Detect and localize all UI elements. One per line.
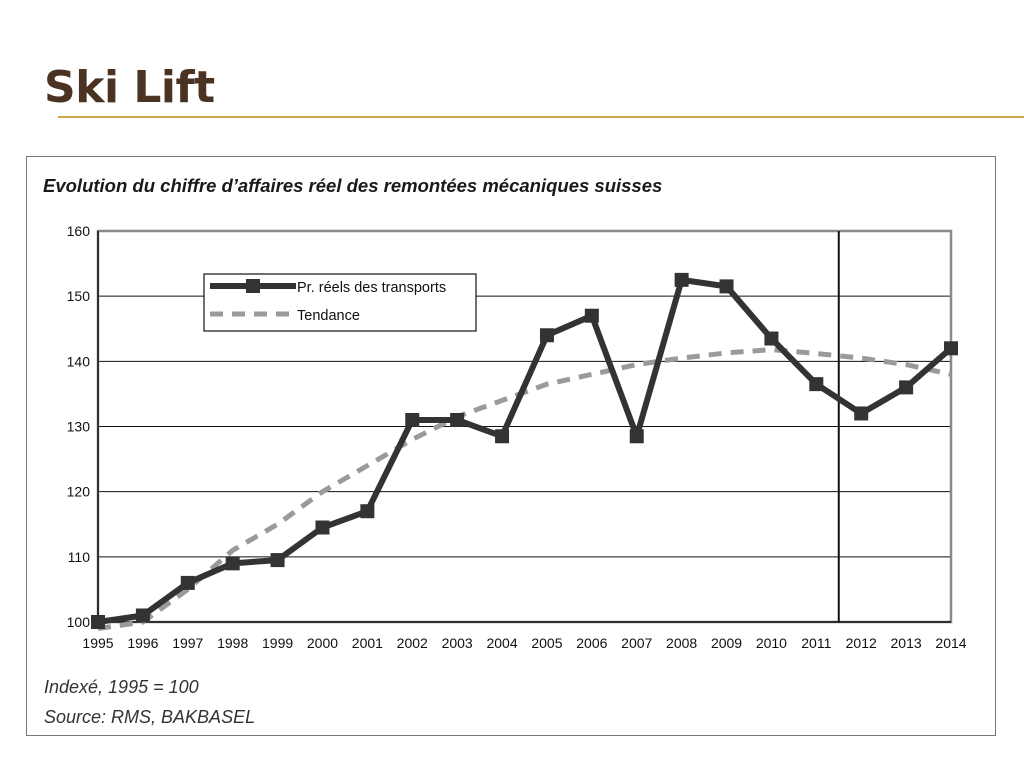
x-tick-label: 2001 (352, 635, 383, 651)
x-tick-label: 1998 (217, 635, 248, 651)
x-tick-label: 2013 (891, 635, 922, 651)
y-tick-label: 120 (67, 484, 91, 500)
series-line-transports (97, 276, 953, 625)
source-note: Source: RMS, BAKBASEL (44, 707, 256, 727)
x-tick-label: 2002 (397, 635, 428, 651)
data-point-transports (629, 429, 644, 444)
data-point-transports (495, 429, 510, 444)
data-point-transports (315, 520, 330, 535)
x-tick-label: 2005 (531, 635, 562, 651)
y-tick-label: 150 (67, 288, 91, 304)
chart-title: Evolution du chiffre d’affaires réel des… (43, 175, 663, 196)
data-point-transports (719, 279, 734, 294)
y-tick-label: 110 (68, 549, 91, 565)
y-tick-label: 100 (67, 614, 91, 630)
x-tick-label: 2012 (846, 635, 877, 651)
legend-marker-transports (246, 279, 260, 293)
chart-frame: Evolution du chiffre d’affaires réel des… (26, 156, 996, 736)
line-chart: 100 110 120 130 140 150 160 1995 1996 1997 1998 199… (67, 223, 967, 651)
data-point-transports (135, 608, 150, 623)
legend-label-transports: Pr. réels des transports (297, 280, 446, 296)
data-point-transports (360, 504, 375, 519)
slide-title: Ski Lift (44, 62, 215, 113)
data-point-transports (180, 575, 195, 590)
data-point-transports (539, 328, 554, 343)
data-point-transports (854, 406, 869, 421)
data-point-transports (450, 412, 465, 427)
data-point-transports (944, 341, 958, 356)
data-point-transports (809, 377, 824, 392)
x-tick-label: 2007 (621, 635, 652, 651)
title-divider (58, 116, 1024, 118)
x-tick-label: 2010 (756, 635, 787, 651)
x-tick-label: 1996 (127, 635, 158, 651)
legend-label-tendance: Tendance (297, 308, 360, 324)
data-point-transports (584, 308, 599, 323)
y-tick-label: 130 (67, 419, 91, 435)
x-tick-label: 2004 (486, 635, 517, 651)
x-tick-label: 2009 (711, 635, 742, 651)
y-tick-label: 160 (67, 223, 91, 239)
x-tick-label: 2003 (442, 635, 473, 651)
y-tick-label: 140 (67, 353, 91, 369)
x-tick-label: 1995 (82, 635, 113, 651)
data-point-transports (674, 272, 689, 287)
index-note: Indexé, 1995 = 100 (44, 677, 199, 697)
data-point-transports (764, 331, 779, 346)
x-tick-label: 1999 (262, 635, 293, 651)
x-tick-label: 2014 (935, 635, 966, 651)
data-point-transports (225, 556, 240, 571)
x-tick-label: 2006 (576, 635, 607, 651)
data-point-transports (270, 553, 285, 568)
data-point-transports (91, 615, 105, 629)
data-point-transports (899, 380, 914, 395)
x-tick-label: 2008 (666, 635, 697, 651)
x-tick-label: 2000 (307, 635, 338, 651)
x-tick-label: 2011 (801, 635, 831, 651)
x-tick-label: 1997 (172, 635, 203, 651)
data-point-transports (405, 412, 420, 427)
